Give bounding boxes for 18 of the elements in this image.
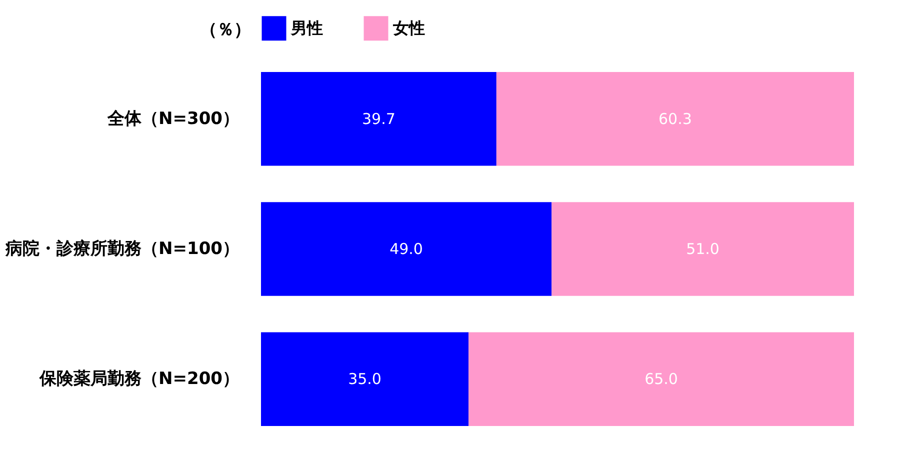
- bar: [261, 332, 469, 426]
- bar: [496, 72, 854, 166]
- data-label: 39.7: [362, 110, 396, 128]
- y-tick-label: 病院・診療所勤務（N=100）: [4, 239, 240, 259]
- legend-label: 男性: [290, 18, 323, 38]
- legend-label: 女性: [392, 18, 425, 38]
- data-label: 60.3: [658, 110, 692, 128]
- data-label: 49.0: [390, 240, 423, 258]
- bar: [261, 72, 496, 166]
- data-label: 51.0: [686, 240, 720, 258]
- data-label: 65.0: [644, 370, 678, 388]
- y-tick-label: 全体（N=300）: [106, 108, 240, 129]
- bar: [468, 332, 854, 426]
- unit-note: （％）: [200, 19, 251, 41]
- data-label: 35.0: [348, 370, 382, 388]
- bar: [261, 202, 552, 296]
- bar: [552, 202, 854, 296]
- y-tick-label: 保険薬局勤務（N=200）: [38, 369, 240, 390]
